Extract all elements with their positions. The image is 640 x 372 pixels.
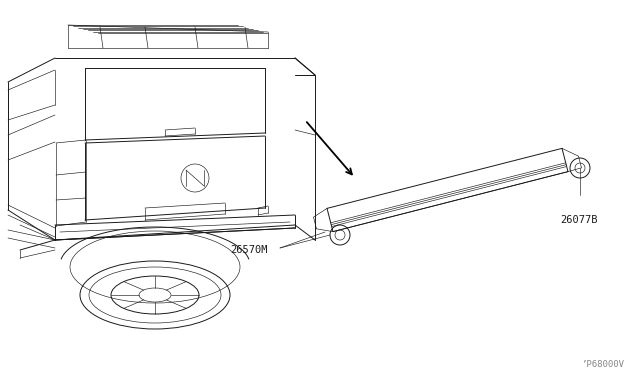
Text: 26570M: 26570M bbox=[230, 245, 268, 255]
Text: ’P68000V: ’P68000V bbox=[582, 360, 625, 369]
Text: 26077B: 26077B bbox=[560, 215, 598, 225]
